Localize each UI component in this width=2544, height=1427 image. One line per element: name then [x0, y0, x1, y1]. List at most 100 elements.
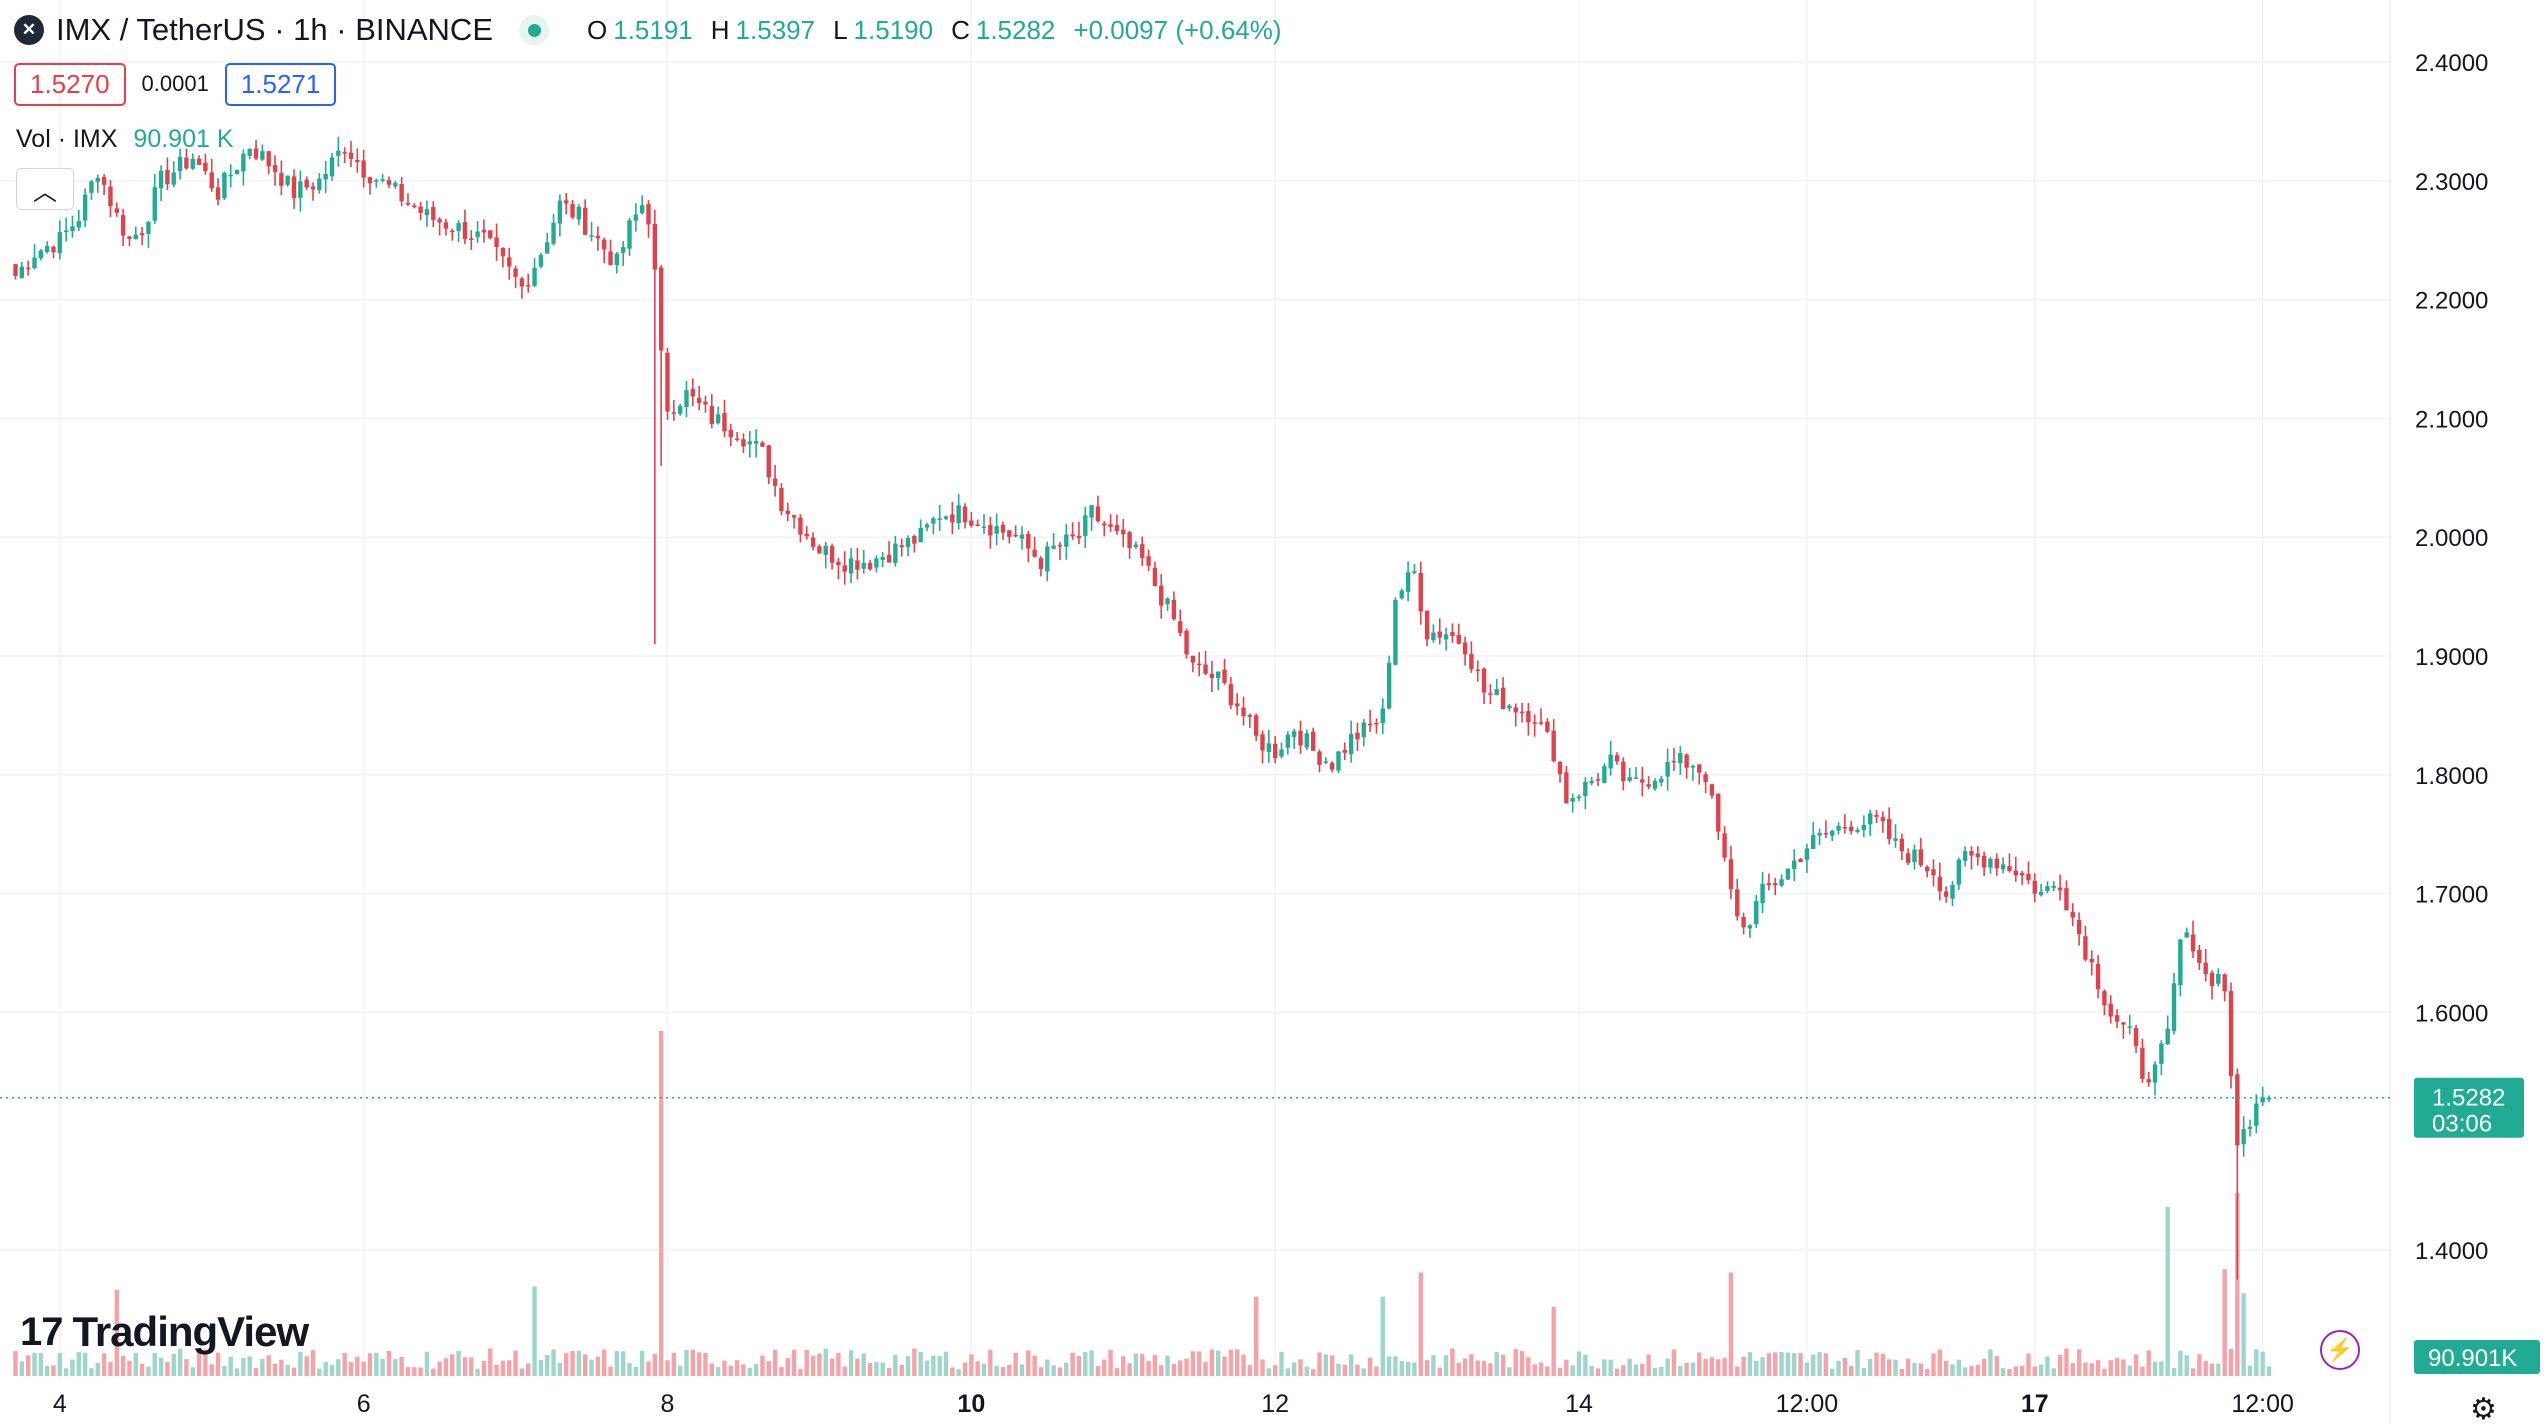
- candle-body: [747, 441, 752, 445]
- candle-body: [950, 514, 955, 523]
- volume-bar: [1557, 1367, 1563, 1376]
- candle-body: [108, 186, 113, 207]
- candle-body: [101, 177, 107, 185]
- candle-body: [975, 524, 980, 527]
- candle-body: [190, 158, 195, 169]
- volume-bar: [861, 1353, 866, 1376]
- candle-body: [1583, 781, 1588, 797]
- volume-bar: [1564, 1359, 1569, 1376]
- volume-bar: [1665, 1358, 1670, 1376]
- candle-body: [893, 543, 898, 563]
- volume-bar: [1785, 1352, 1791, 1376]
- candle-body: [1779, 879, 1784, 886]
- candle-body: [443, 222, 449, 229]
- candle-body: [1304, 733, 1310, 748]
- candle-body: [1716, 793, 1721, 832]
- volume-bar: [405, 1367, 411, 1376]
- volume-bar: [1494, 1351, 1499, 1376]
- candle-body: [310, 186, 316, 190]
- volume-bar: [823, 1348, 828, 1376]
- volume-bar: [1602, 1359, 1607, 1376]
- candle-body: [82, 194, 88, 221]
- symbol-title[interactable]: IMX / TetherUS · 1h · BINANCE: [56, 12, 493, 47]
- candle-body: [456, 223, 461, 231]
- volume-bar: [279, 1359, 284, 1376]
- candle-body: [1456, 634, 1461, 644]
- candle-body: [665, 352, 670, 412]
- market-open-status-icon[interactable]: [519, 15, 549, 45]
- volume-bar: [1026, 1350, 1031, 1376]
- volume-bar: [1190, 1351, 1196, 1376]
- candle-body: [1032, 549, 1037, 557]
- candle-body: [1728, 859, 1734, 890]
- candle-body: [1570, 797, 1575, 802]
- chart-grid: [0, 0, 2391, 1424]
- volume-bar: [785, 1358, 790, 1376]
- candle-body: [1083, 515, 1088, 536]
- price-tick-label: 2.3000: [2415, 169, 2488, 196]
- time-tick-label: 12:00: [2231, 1390, 2294, 1418]
- ohlc-key-l: L: [833, 14, 848, 45]
- settings-gear-icon[interactable]: ⚙: [2470, 1393, 2497, 1426]
- volume-bar: [1722, 1358, 1727, 1376]
- volume-bar: [1279, 1351, 1284, 1376]
- collapse-legend-button[interactable]: ︿: [16, 168, 74, 210]
- candle-body: [266, 151, 271, 167]
- volume-bar: [507, 1360, 512, 1376]
- volume-bar: [51, 1365, 56, 1376]
- candle-body: [1336, 751, 1341, 771]
- volume-bar: [2178, 1350, 2183, 1376]
- volume-bar: [2216, 1363, 2221, 1376]
- volume-bar: [329, 1364, 335, 1376]
- candle-body: [1627, 777, 1632, 781]
- lightning-icon[interactable]: ⚡: [2320, 1330, 2360, 1370]
- candle-body: [652, 223, 658, 270]
- chevron-up-icon: ︿: [33, 178, 57, 206]
- candle-body: [152, 187, 157, 221]
- volume-bar: [1323, 1354, 1329, 1376]
- candle-body: [165, 169, 170, 185]
- candle-body: [374, 180, 379, 182]
- candle-body: [2127, 1026, 2132, 1028]
- volume-bar: [1374, 1366, 1379, 1376]
- buy-price-button[interactable]: 1.5271: [224, 62, 337, 106]
- volume-bar: [1817, 1352, 1822, 1376]
- volume-bar: [1418, 1272, 1423, 1376]
- volume-bar: [880, 1362, 885, 1376]
- volume-bar: [1019, 1364, 1025, 1376]
- candle-body: [2089, 959, 2094, 963]
- candle-body: [658, 267, 664, 351]
- volume-bar: [1089, 1350, 1094, 1376]
- candle-body: [146, 222, 151, 234]
- volume-bar: [44, 1366, 50, 1376]
- volume-bar: [1842, 1358, 1848, 1376]
- sell-price-button[interactable]: 1.5270: [14, 62, 126, 106]
- candle-body: [1608, 754, 1613, 769]
- volume-bar: [1317, 1352, 1322, 1376]
- candle-body: [1899, 838, 1905, 852]
- candle-body: [1830, 830, 1835, 836]
- candle-body: [1703, 774, 1708, 783]
- candlesticks: [13, 136, 2272, 1280]
- tradingview-logo[interactable]: 17 TradingView: [20, 1308, 309, 1356]
- candle-body: [1557, 762, 1563, 775]
- candle-body: [1386, 662, 1392, 709]
- time-axis: 4 6 8 10 12 14 12:00 17 12:00: [53, 1390, 2294, 1418]
- volume-bar: [1203, 1361, 1208, 1376]
- candle-body: [25, 267, 31, 270]
- candle-body: [2045, 886, 2050, 892]
- volume-bar: [1178, 1360, 1183, 1376]
- volume-label[interactable]: Vol · IMX: [16, 125, 118, 153]
- volume-bar: [1045, 1359, 1050, 1376]
- volume-bar: [291, 1367, 297, 1376]
- volume-bar: [975, 1361, 980, 1376]
- volume-bar: [526, 1363, 531, 1376]
- volume-bar: [13, 1351, 18, 1376]
- candle-body: [114, 208, 119, 213]
- volume-bar: [545, 1355, 550, 1376]
- candle-body: [1310, 731, 1316, 751]
- candle-body: [1646, 784, 1651, 787]
- volume-bar: [500, 1360, 506, 1376]
- volume-bar: [285, 1364, 290, 1376]
